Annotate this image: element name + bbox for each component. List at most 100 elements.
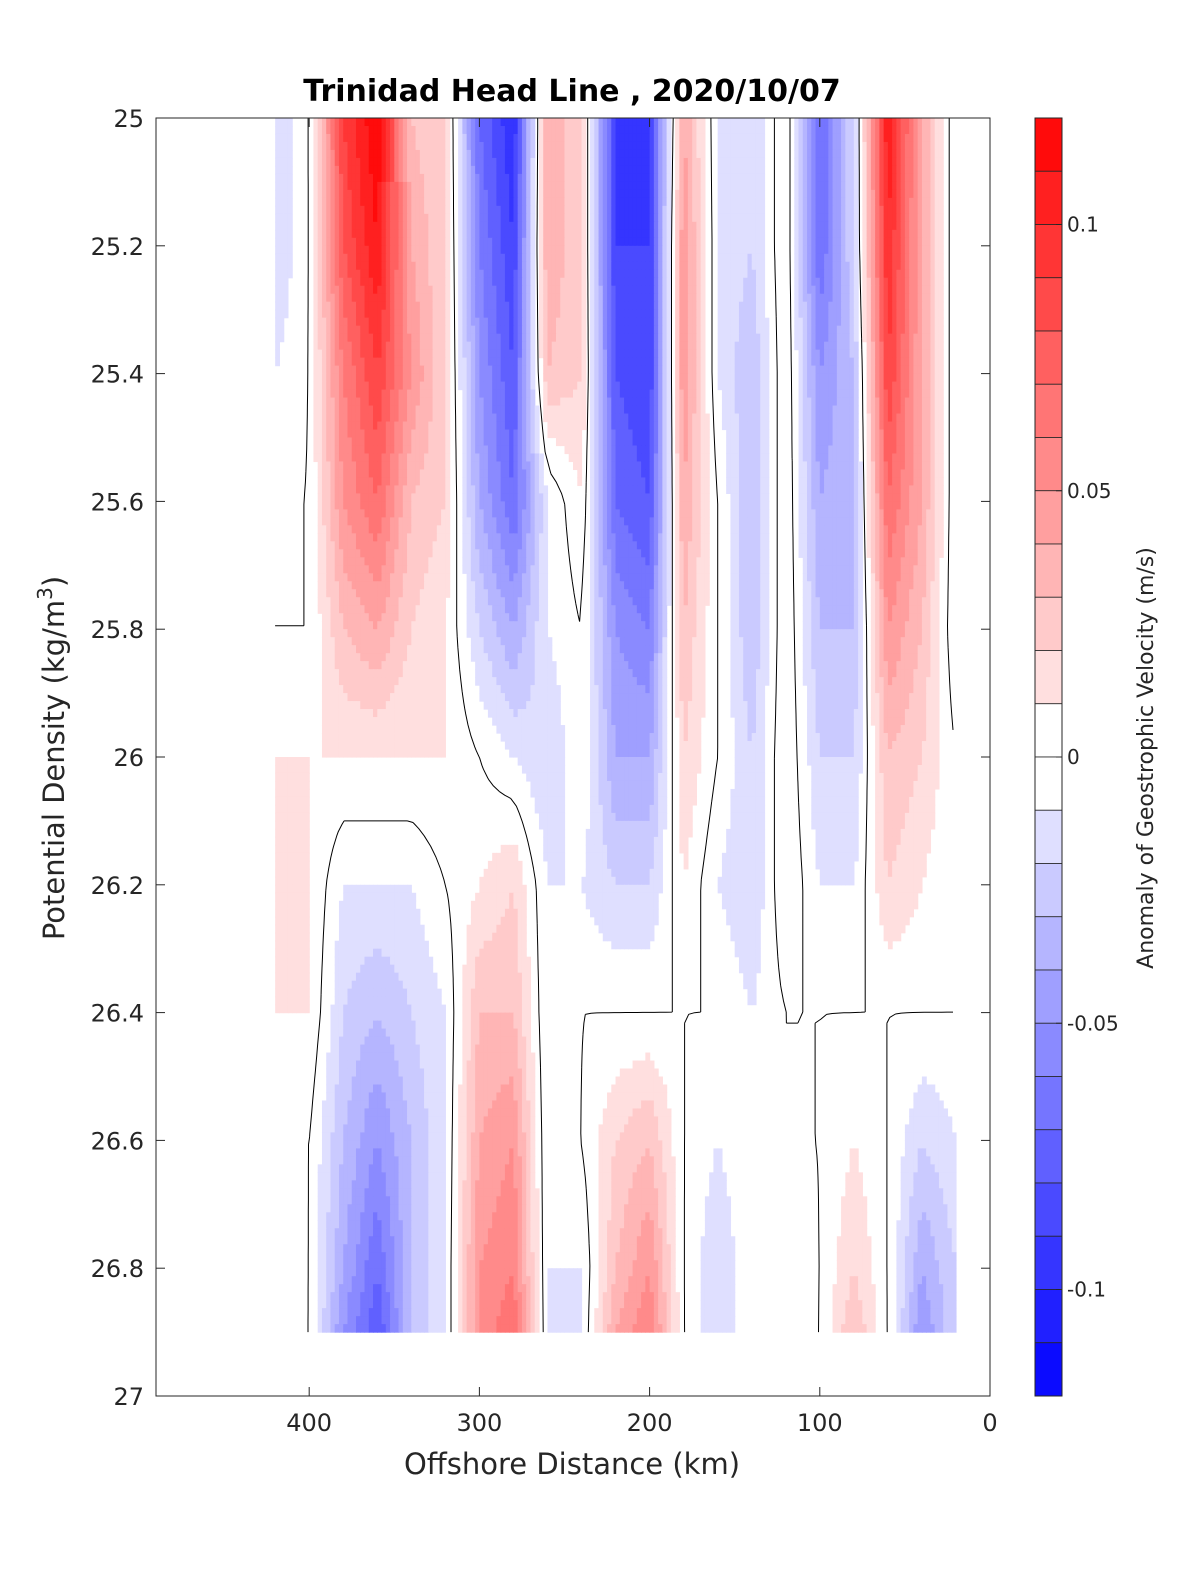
contour-cell — [458, 157, 463, 167]
contour-cell — [598, 397, 604, 407]
contour-cell — [658, 205, 663, 215]
contour-cell — [521, 325, 527, 335]
contour-cell — [530, 325, 536, 335]
contour-cell — [717, 133, 723, 143]
contour-cell — [598, 301, 604, 311]
contour-cell — [385, 269, 391, 279]
contour-cell — [921, 373, 927, 383]
contour-cell — [441, 405, 446, 415]
contour-cell — [279, 325, 285, 335]
contour-cell — [475, 221, 480, 231]
contour-cell — [530, 197, 536, 207]
contour-cell — [602, 325, 608, 335]
contour-cell — [879, 381, 885, 391]
contour-cell — [326, 118, 332, 127]
contour-cell — [636, 221, 642, 231]
contour-cell — [411, 237, 417, 247]
contour-cell — [645, 173, 651, 183]
contour-cell — [487, 221, 493, 231]
contour-cell — [547, 165, 553, 175]
contour-cell — [287, 197, 293, 207]
contour-cell — [717, 125, 723, 135]
contour-cell — [462, 213, 468, 223]
contour-cell — [475, 405, 480, 415]
contour-cell — [543, 197, 549, 207]
contour-cell — [866, 133, 872, 143]
contour-cell — [883, 293, 889, 303]
contour-cell — [751, 389, 757, 399]
contour-cell — [538, 293, 544, 303]
contour-cell — [555, 118, 561, 127]
contour-cell — [466, 349, 472, 359]
contour-cell — [836, 157, 842, 167]
contour-cell — [696, 213, 702, 223]
contour-cell — [849, 181, 855, 191]
contour-cell — [338, 157, 344, 167]
contour-cell — [432, 165, 438, 175]
contour-cell — [560, 381, 566, 391]
contour-cell — [475, 365, 480, 375]
contour-cell — [887, 389, 893, 399]
contour-cell — [662, 365, 668, 375]
contour-cell — [394, 325, 400, 335]
contour-cell — [390, 189, 395, 199]
contour-cell — [658, 261, 663, 271]
contour-cell — [547, 341, 553, 351]
contour-cell — [815, 373, 821, 383]
contour-cell — [879, 213, 885, 223]
contour-cell — [279, 237, 285, 247]
contour-cell — [560, 213, 566, 223]
contour-cell — [917, 397, 923, 407]
contour-cell — [807, 165, 812, 175]
contour-cell — [632, 229, 638, 239]
contour-cell — [836, 149, 842, 159]
contour-cell — [917, 405, 923, 415]
contour-cell — [594, 365, 600, 375]
contour-cell — [747, 141, 753, 151]
contour-cell — [394, 357, 400, 367]
contour-cell — [828, 157, 834, 167]
contour-cell — [734, 301, 740, 311]
contour-cell — [419, 157, 425, 167]
contour-cell — [755, 149, 761, 159]
contour-cell — [760, 118, 766, 127]
contour-cell — [373, 237, 378, 247]
contour-cell — [411, 173, 417, 183]
contour-cell — [479, 173, 485, 183]
contour-cell — [653, 325, 659, 335]
contour-cell — [658, 197, 663, 207]
contour-cell — [360, 397, 366, 407]
contour-cell — [913, 405, 919, 415]
contour-cell — [368, 397, 374, 407]
contour-cell — [755, 357, 761, 367]
contour-cell — [483, 381, 489, 391]
contour-cell — [551, 141, 557, 151]
contour-cell — [479, 269, 485, 279]
contour-cell — [794, 157, 800, 167]
contour-cell — [751, 197, 757, 207]
contour-cell — [836, 389, 842, 399]
contour-cell — [509, 381, 515, 391]
contour-cell — [624, 221, 629, 231]
contour-cell — [666, 245, 672, 255]
contour-cell — [543, 397, 549, 407]
contour-cell — [645, 189, 651, 199]
contour-cell — [649, 181, 655, 191]
contour-cell — [504, 397, 510, 407]
contour-cell — [628, 405, 634, 415]
contour-cell — [887, 197, 893, 207]
contour-cell — [896, 333, 902, 343]
contour-cell — [334, 357, 340, 367]
contour-cell — [679, 221, 685, 231]
contour-cell — [547, 245, 553, 255]
contour-cell — [577, 157, 583, 167]
contour-cell — [836, 405, 842, 415]
contour-cell — [538, 125, 544, 135]
contour-cell — [470, 229, 476, 239]
contour-cell — [521, 157, 527, 167]
contour-cell — [611, 189, 617, 199]
contour-cell — [666, 157, 672, 167]
contour-cell — [390, 197, 395, 207]
contour-cell — [321, 293, 327, 303]
contour-cell — [913, 333, 919, 343]
